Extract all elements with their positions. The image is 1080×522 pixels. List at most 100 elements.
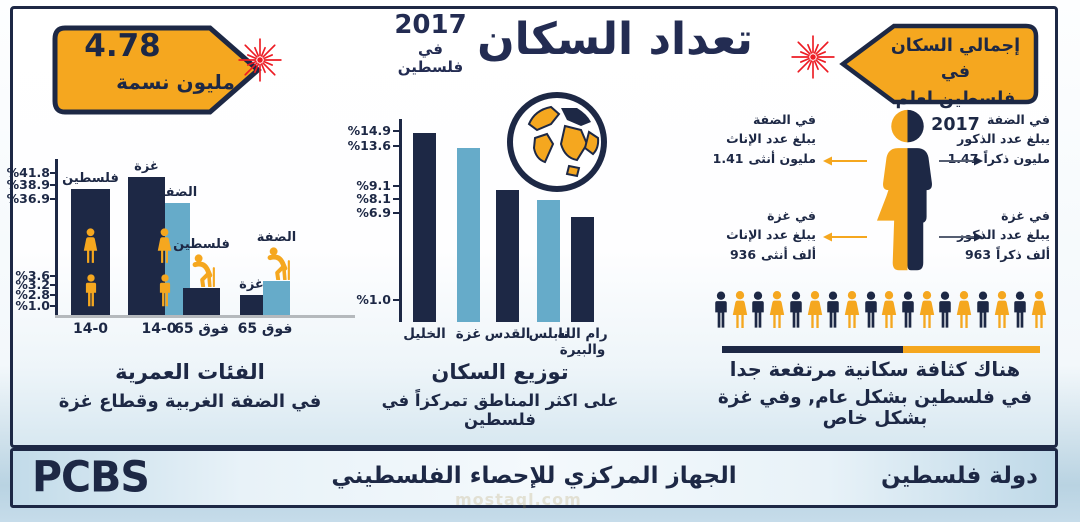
- dist-bar-رام اللهوالبيرة: [571, 217, 594, 322]
- state-name: دولة فلسطين: [880, 463, 1038, 489]
- stat-region: في الضفة: [986, 112, 1050, 127]
- age-caption-line2: في الضفة الغربية وقطاع غزة: [58, 391, 322, 412]
- dist-bar-غزة: [457, 148, 480, 322]
- total-population-value: 4.78: [84, 28, 161, 64]
- dist-axis-tick: %1.0: [356, 292, 391, 307]
- pcbs-logo: PCBS: [32, 451, 150, 503]
- dist-axis-tick: %14.9: [347, 123, 391, 138]
- density-caption-line1: هناك كثافة سكانية مرتفعة جدا: [729, 358, 1021, 381]
- dist-axis-tick: %9.1: [356, 178, 391, 193]
- stat-unit: ألف أنثى: [761, 246, 816, 262]
- age-axis-tick-mark: [50, 184, 56, 186]
- dist-axis-tick: %13.6: [347, 138, 391, 153]
- female-person-icon: [880, 289, 898, 336]
- age-x-baseline: [55, 315, 355, 318]
- age-axis-tick-mark: [50, 284, 56, 286]
- arrow-right-icon: [938, 152, 984, 166]
- stat-label: يبلغ عدد الإناث: [726, 131, 816, 147]
- stat-number: 936: [729, 246, 757, 262]
- dist-x-label: الخليل: [403, 326, 446, 342]
- stat-value: 936 ألف أنثى: [698, 245, 816, 264]
- female-person-icon: [1030, 289, 1048, 336]
- banner-title-line1: إجمالي السكان في: [890, 36, 1021, 83]
- stat-number: 1.41: [712, 150, 744, 166]
- population-density-icons: [712, 290, 1048, 336]
- male-person-icon: [824, 290, 842, 336]
- dist-y-axis: [399, 119, 402, 322]
- age-bar-label: غزة: [134, 158, 159, 174]
- age-axis-tick: %2.8: [15, 287, 50, 302]
- arrow-left-icon: [822, 152, 868, 166]
- dist-bar-نابلس: [537, 200, 560, 322]
- age-axis-tick: %3.6: [15, 268, 50, 283]
- dist-axis-tick-mark: [393, 130, 399, 132]
- starburst-icon: [238, 38, 282, 82]
- age-bar-label: غزة: [239, 276, 264, 292]
- female-person-icon: [993, 289, 1011, 336]
- age-bar-فلسطين: [71, 189, 110, 315]
- dist-axis-tick: %8.1: [356, 191, 391, 206]
- man-icon: [83, 274, 99, 309]
- stat-unit: مليون ذكراً: [983, 150, 1050, 166]
- title-location: في فلسطين: [397, 40, 464, 76]
- arrow-right-icon: [938, 228, 984, 242]
- female-person-icon: [843, 289, 861, 336]
- age-axis-tick-mark: [50, 275, 56, 277]
- arrow-banner-shape: [839, 23, 1039, 105]
- dist-caption-line1: توزيع السكان: [431, 360, 569, 384]
- female-person-icon: [955, 289, 973, 336]
- age-bar-الضفة: [263, 281, 290, 315]
- male-person-icon: [1011, 290, 1029, 336]
- male-person-icon: [899, 290, 917, 336]
- starburst-icon: [791, 35, 835, 79]
- age-axis-tick: %38.9: [6, 177, 50, 192]
- gaza-males-stat: في غزة يبلغ عدد الذكور 963 ألف ذكراً: [955, 206, 1050, 264]
- stat-value: 963 ألف ذكراً: [955, 245, 1050, 264]
- age-axis-tick: %1.0: [15, 298, 50, 313]
- gaza-females-stat: في غزة يبلغ عدد الإناث 936 ألف أنثى: [698, 206, 816, 264]
- age-axis-tick: %41.8: [6, 165, 50, 180]
- divider-navy-segment: [722, 346, 903, 353]
- age-axis-tick: %3.2: [15, 277, 50, 292]
- dist-axis-tick: %6.9: [356, 205, 391, 220]
- stat-number: 963: [964, 246, 992, 262]
- age-y-axis: [55, 159, 58, 315]
- west-bank-females-stat: في الضفة يبلغ عدد الإناث 1.41 مليون أنثى: [698, 110, 816, 168]
- age-axis-tick-mark: [50, 294, 56, 296]
- stat-label: يبلغ عدد الذكور: [957, 131, 1050, 147]
- elderly-person-icon: [262, 246, 296, 282]
- density-divider-bar: [722, 346, 1040, 353]
- male-person-icon: [862, 290, 880, 336]
- female-person-icon: [918, 289, 936, 336]
- page-title: تعداد السكان: [477, 14, 754, 65]
- stat-region: في غزة: [767, 208, 816, 223]
- female-person-icon: [768, 289, 786, 336]
- age-bar-label: الضفة: [157, 184, 198, 200]
- dist-bar-القدس: [496, 190, 519, 322]
- dist-x-label: غزة: [455, 326, 482, 342]
- watermark: mostaql.com: [455, 490, 582, 509]
- stat-region: في غزة: [1001, 208, 1050, 223]
- male-person-icon: [974, 290, 992, 336]
- age-axis-tick-mark: [50, 198, 56, 200]
- footer-content: PCBS الجهاز المركزي للإحصاء الفلسطيني دو…: [10, 448, 1058, 508]
- man-icon: [157, 274, 173, 309]
- stat-label: يبلغ عدد الإناث: [726, 227, 816, 243]
- dist-x-label: رام الله والبيرة: [557, 326, 608, 358]
- density-caption-line2: في فلسطين بشكل عام, وفي غزة بشكل خاص: [717, 387, 1033, 429]
- stat-unit: ألف ذكراً: [996, 246, 1050, 262]
- stat-unit: مليون أنثى: [748, 150, 816, 166]
- footer-bar: [10, 448, 1058, 508]
- age-axis-tick-mark: [50, 172, 56, 174]
- dist-caption-line2: على اكثر المناطق تمركزاً في فلسطين: [381, 391, 619, 429]
- dist-axis-tick-mark: [393, 212, 399, 214]
- age-bar-label: فلسطين: [62, 170, 119, 186]
- age-x-label: فوق 65: [237, 321, 293, 337]
- dist-axis-tick-mark: [393, 145, 399, 147]
- divider-yellow-segment: [903, 346, 1040, 353]
- age-bar-label: فلسطين: [173, 236, 230, 252]
- age-caption-line1: الفئات العمرية: [115, 360, 265, 384]
- dist-axis-tick-mark: [393, 198, 399, 200]
- female-person-icon: [731, 289, 749, 336]
